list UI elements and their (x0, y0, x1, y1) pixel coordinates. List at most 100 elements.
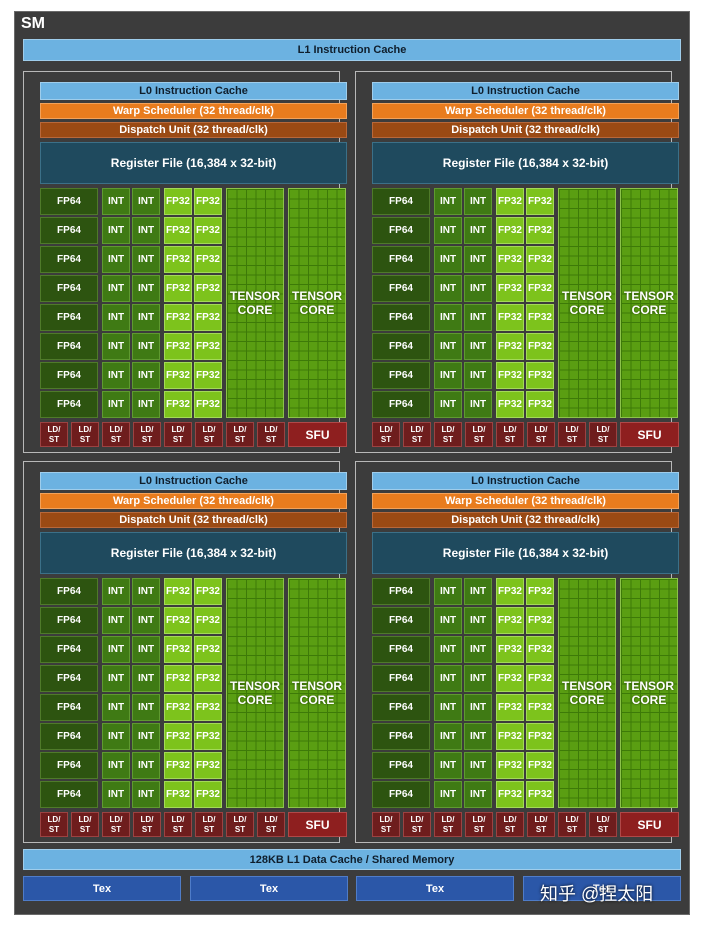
ldst-label-line2: ST (566, 825, 578, 834)
tex-unit-4: Tex (523, 876, 681, 901)
warp-scheduler: Warp Scheduler (32 thread/clk) (372, 103, 679, 119)
ldst-label-line2: ST (411, 435, 423, 444)
fp32-unit: FP32 (496, 333, 524, 360)
ldst-label-line2: ST (411, 825, 423, 834)
ldst-label-line1: LD/ (565, 815, 579, 824)
int-unit: INT (434, 391, 462, 418)
ldst-label-line2: ST (141, 825, 153, 834)
ldst-unit: LD/ST (40, 812, 68, 837)
ldst-unit: LD/ST (589, 812, 617, 837)
register-file: Register File (16,384 x 32-bit) (372, 532, 679, 574)
ldst-label-line1: LD/ (596, 815, 610, 824)
fp64-unit: FP64 (372, 607, 430, 634)
tensor-label-line1: TENSOR (561, 289, 612, 303)
fp32-unit: FP32 (526, 333, 554, 360)
fp32-unit: FP32 (194, 246, 222, 273)
fp64-unit: FP64 (40, 246, 98, 273)
fp32-unit: FP32 (164, 665, 192, 692)
ldst-label-line2: ST (48, 435, 60, 444)
ldst-label-line1: LD/ (233, 425, 247, 434)
ldst-label-line2: ST (504, 435, 516, 444)
fp64-unit: FP64 (372, 304, 430, 331)
int-unit: INT (464, 217, 492, 244)
fp32-unit: FP32 (496, 694, 524, 721)
ldst-unit: LD/ST (257, 422, 285, 447)
int-unit: INT (102, 578, 130, 605)
ldst-label-line2: ST (380, 825, 392, 834)
fp32-column: FP32 FP32 FP32 FP32 FP32 FP32 FP32 FP32 FP32 FP32… (164, 578, 222, 810)
l0-instruction-cache: L0 Instruction Cache (40, 82, 347, 100)
ldst-unit: LD/ST (164, 812, 192, 837)
fp32-unit: FP32 (526, 275, 554, 302)
int-unit: INT (132, 752, 160, 779)
fp32-unit: FP32 (496, 246, 524, 273)
ldst-label-line1: LD/ (441, 425, 455, 434)
fp32-unit: FP32 (194, 391, 222, 418)
processing-block-1: L0 Instruction Cache Warp Scheduler (32 t… (23, 71, 347, 453)
fp32-unit: FP32 (194, 781, 222, 808)
l0-instruction-cache: L0 Instruction Cache (372, 82, 679, 100)
tensor-core-1: TENSOR CORE (226, 188, 284, 418)
int-unit: INT (464, 275, 492, 302)
ldst-unit: LD/ST (195, 422, 223, 447)
ldst-label-line1: LD/ (379, 815, 393, 824)
ldst-label-line1: LD/ (379, 425, 393, 434)
ldst-unit: LD/ST (71, 812, 99, 837)
ldst-unit: LD/ST (226, 812, 254, 837)
tex-unit-1: Tex (23, 876, 181, 901)
int-unit: INT (434, 246, 462, 273)
int-unit: INT (434, 752, 462, 779)
fp32-unit: FP32 (526, 723, 554, 750)
int-unit: INT (464, 781, 492, 808)
fp32-unit: FP32 (496, 781, 524, 808)
ldst-unit: LD/ST (133, 812, 161, 837)
tensor-label-line1: TENSOR (229, 679, 280, 693)
fp32-unit: FP32 (496, 275, 524, 302)
int-unit: INT (132, 781, 160, 808)
int-unit: INT (132, 636, 160, 663)
ldst-label-line1: LD/ (78, 425, 92, 434)
int-unit: INT (434, 723, 462, 750)
ldst-label-line1: LD/ (140, 425, 154, 434)
fp32-unit: FP32 (194, 188, 222, 215)
tensor-core-label: TENSOR CORE (559, 679, 615, 707)
ldst-label-line1: LD/ (171, 425, 185, 434)
int-unit: INT (434, 188, 462, 215)
ldst-label-line2: ST (234, 825, 246, 834)
int-unit: INT (102, 246, 130, 273)
ldst-label-line2: ST (535, 825, 547, 834)
ldst-label-line1: LD/ (503, 815, 517, 824)
ldst-label-line2: ST (265, 825, 277, 834)
fp64-column: FP64 FP64 FP64 FP64 FP64 FP64 FP64 FP64 (372, 578, 430, 810)
fp32-unit: FP32 (496, 723, 524, 750)
l1-instruction-cache: L1 Instruction Cache (23, 39, 681, 61)
fp64-column: FP64 FP64 FP64 FP64 FP64 FP64 FP64 FP64 (40, 578, 98, 810)
tensor-core-label: TENSOR CORE (227, 679, 283, 707)
fp64-unit: FP64 (372, 578, 430, 605)
fp64-unit: FP64 (40, 578, 98, 605)
fp64-unit: FP64 (40, 665, 98, 692)
fp32-unit: FP32 (164, 188, 192, 215)
dispatch-unit: Dispatch Unit (32 thread/clk) (372, 122, 679, 138)
fp64-unit: FP64 (40, 188, 98, 215)
fp64-unit: FP64 (40, 391, 98, 418)
ldst-label-line1: LD/ (47, 425, 61, 434)
fp32-unit: FP32 (194, 607, 222, 634)
fp64-unit: FP64 (40, 217, 98, 244)
fp64-unit: FP64 (372, 665, 430, 692)
int-unit: INT (102, 333, 130, 360)
int-unit: INT (434, 275, 462, 302)
processing-block-4: L0 Instruction Cache Warp Scheduler (32 t… (355, 461, 679, 843)
sfu-unit: SFU (288, 422, 347, 447)
warp-scheduler: Warp Scheduler (32 thread/clk) (40, 493, 347, 509)
ldst-unit: LD/ST (589, 422, 617, 447)
int-unit: INT (434, 217, 462, 244)
tensor-label-line2: CORE (299, 693, 335, 707)
int-unit: INT (464, 188, 492, 215)
int-unit: INT (434, 607, 462, 634)
tensor-label-line2: CORE (237, 693, 273, 707)
ldst-label-line2: ST (110, 435, 122, 444)
ldst-unit: LD/ST (71, 422, 99, 447)
int-unit: INT (132, 275, 160, 302)
tensor-core-label: TENSOR CORE (621, 289, 677, 317)
